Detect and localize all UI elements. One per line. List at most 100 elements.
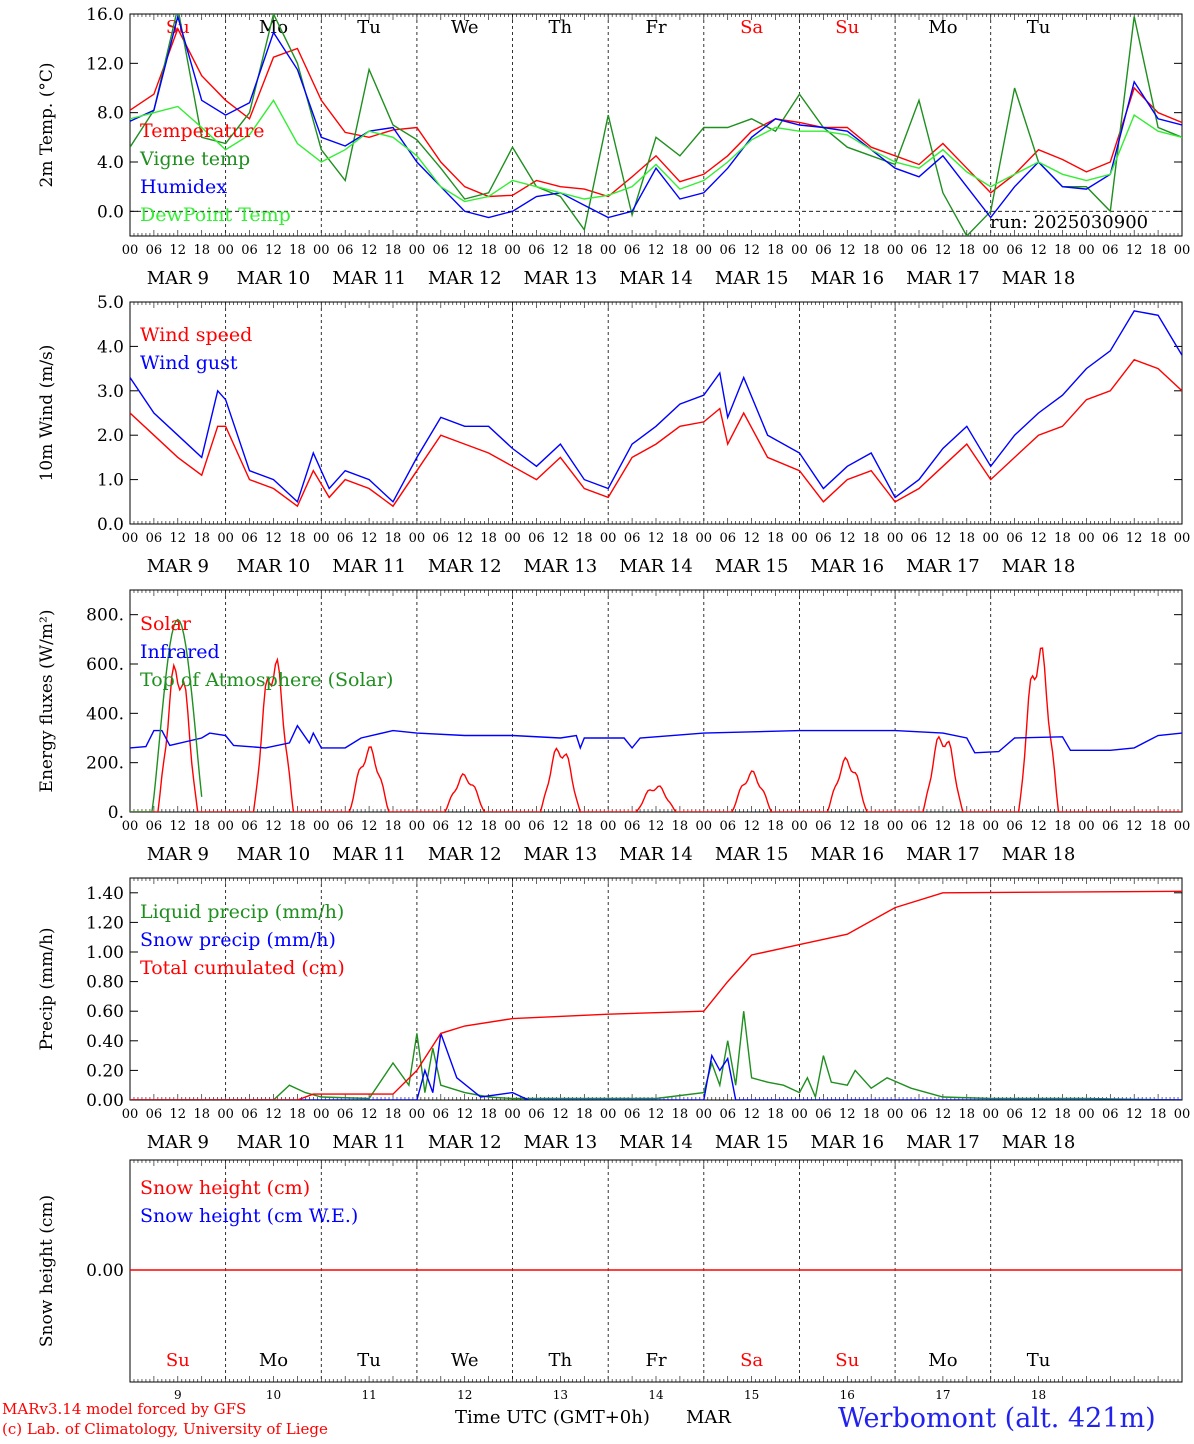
x-hour-label: 12 bbox=[839, 1107, 856, 1122]
weekday-label: Th bbox=[549, 17, 573, 38]
series-line bbox=[130, 1033, 1182, 1100]
x-hour-label: 12 bbox=[265, 819, 282, 834]
x-day-label: MAR 10 bbox=[237, 1132, 311, 1153]
x-day-label: MAR 10 bbox=[237, 844, 311, 865]
x-hour-label: 06 bbox=[146, 819, 163, 834]
weekday-label: Th bbox=[549, 1350, 573, 1371]
legend-entry: Snow precip (mm/h) bbox=[140, 929, 336, 951]
x-day-label: MAR 16 bbox=[810, 556, 884, 577]
credit-line-1: MARv3.14 model forced by GFS bbox=[2, 1400, 246, 1418]
legend-entry: DewPoint Temp bbox=[140, 204, 291, 226]
weekday-label: Su bbox=[835, 1350, 859, 1371]
x-hour-label: 00 bbox=[313, 819, 330, 834]
x-hour-label: 06 bbox=[433, 1107, 450, 1122]
x-hour-label: 00 bbox=[217, 819, 234, 834]
x-day-label: MAR 17 bbox=[906, 1132, 980, 1153]
x-hour-label: 00 bbox=[1078, 819, 1095, 834]
x-hour-label: 18 bbox=[1150, 531, 1167, 546]
x-day-label: MAR 15 bbox=[715, 1132, 789, 1153]
x-hour-label: 12 bbox=[361, 243, 378, 258]
x-hour-label: 00 bbox=[1174, 1107, 1191, 1122]
weekday-label: Tu bbox=[357, 17, 381, 38]
y-tick-label: 0. bbox=[108, 803, 124, 823]
x-hour-label: 12 bbox=[265, 1107, 282, 1122]
x-hour-label: 18 bbox=[576, 531, 593, 546]
series-line bbox=[130, 647, 1182, 812]
x-hour-label: 06 bbox=[528, 531, 545, 546]
x-day-label: MAR 10 bbox=[237, 556, 311, 577]
x-hour-label: 12 bbox=[648, 1107, 665, 1122]
x-hour-label: 12 bbox=[1126, 531, 1143, 546]
x-hour-label: 12 bbox=[935, 531, 952, 546]
x-hour-label: 18 bbox=[1150, 819, 1167, 834]
y-tick-label: 1.20 bbox=[86, 913, 124, 933]
x-hour-label: 00 bbox=[887, 243, 904, 258]
x-hour-label: 18 bbox=[289, 243, 306, 258]
x-hour-label: 00 bbox=[313, 531, 330, 546]
x-hour-label: 06 bbox=[911, 1107, 928, 1122]
x-day-label: MAR 12 bbox=[428, 556, 502, 577]
x-hour-label: 18 bbox=[193, 243, 210, 258]
x-hour-label: 06 bbox=[1006, 819, 1023, 834]
legend-entry: Vigne temp bbox=[139, 148, 250, 170]
x-hour-label: 18 bbox=[289, 819, 306, 834]
x-hour-label: 06 bbox=[241, 1107, 258, 1122]
x-hour-label: 12 bbox=[743, 1107, 760, 1122]
x-day-label: MAR 9 bbox=[147, 268, 209, 289]
y-tick-label: 600. bbox=[86, 655, 124, 675]
x-hour-label: 06 bbox=[624, 1107, 641, 1122]
x-day-label: MAR 13 bbox=[524, 556, 598, 577]
y-tick-label: 0.00 bbox=[86, 1261, 124, 1281]
x-hour-label: 12 bbox=[552, 819, 569, 834]
x-day-label: MAR 18 bbox=[1002, 556, 1076, 577]
x-hour-label: 00 bbox=[217, 1107, 234, 1122]
y-axis-label: 10m Wind (m/s) bbox=[37, 345, 57, 482]
panel-frame bbox=[129, 589, 1183, 813]
panel-frame bbox=[129, 301, 1183, 525]
x-hour-label: 00 bbox=[982, 1107, 999, 1122]
x-hour-label: 00 bbox=[1078, 531, 1095, 546]
x-hour-label: 00 bbox=[217, 531, 234, 546]
legend-entry: Liquid precip (mm/h) bbox=[140, 901, 344, 923]
x-hour-label: 18 bbox=[1150, 1107, 1167, 1122]
x-hour-label: 12 bbox=[839, 243, 856, 258]
series-group bbox=[130, 618, 1182, 812]
x-hour-label: 00 bbox=[696, 1107, 713, 1122]
x-hour-label: 18 bbox=[480, 819, 497, 834]
x-hour-label: 18 bbox=[959, 531, 976, 546]
x-hour-label: 06 bbox=[815, 1107, 832, 1122]
series-line bbox=[130, 14, 1182, 236]
x-hour-label: 06 bbox=[241, 819, 258, 834]
day-number-label: 11 bbox=[361, 1388, 376, 1402]
x-day-label: MAR 11 bbox=[332, 1132, 406, 1153]
x-hour-label: 06 bbox=[911, 531, 928, 546]
station-title: Werbomont (alt. 421m) bbox=[838, 1403, 1156, 1434]
weekday-label: We bbox=[451, 17, 479, 38]
weekday-label: Fr bbox=[645, 1350, 666, 1371]
x-hour-label: 18 bbox=[289, 1107, 306, 1122]
x-day-label: MAR 9 bbox=[147, 1132, 209, 1153]
x-hour-label: 18 bbox=[767, 819, 784, 834]
x-hour-label: 12 bbox=[648, 819, 665, 834]
x-hour-label: 12 bbox=[1126, 1107, 1143, 1122]
panel-2: 5.0 4.0 3.0 2.0 1.0 0.0 10m Wind (m/s) 00 06 12 18… bbox=[37, 293, 1190, 577]
x-hour-label: 06 bbox=[719, 819, 736, 834]
x-hour-label: 12 bbox=[1030, 531, 1047, 546]
x-hour-label: 18 bbox=[193, 819, 210, 834]
weekday-label: Tu bbox=[1027, 1350, 1051, 1371]
x-hour-label: 00 bbox=[1078, 1107, 1095, 1122]
x-hour-label: 18 bbox=[385, 531, 402, 546]
weekday-label: Sa bbox=[740, 1350, 763, 1371]
x-hour-label: 12 bbox=[648, 243, 665, 258]
x-hour-label: 12 bbox=[743, 819, 760, 834]
x-hour-label: 12 bbox=[361, 819, 378, 834]
day-number-label: 10 bbox=[266, 1388, 281, 1402]
weekday-label: Mo bbox=[259, 1350, 288, 1371]
x-day-label: MAR 14 bbox=[619, 556, 693, 577]
x-hour-label: 06 bbox=[337, 531, 354, 546]
x-day-label: MAR 18 bbox=[1002, 844, 1076, 865]
y-tick-label: 0.40 bbox=[86, 1032, 124, 1052]
x-hour-label: 06 bbox=[528, 243, 545, 258]
x-hour-label: 18 bbox=[767, 1107, 784, 1122]
x-hour-label: 06 bbox=[1006, 243, 1023, 258]
